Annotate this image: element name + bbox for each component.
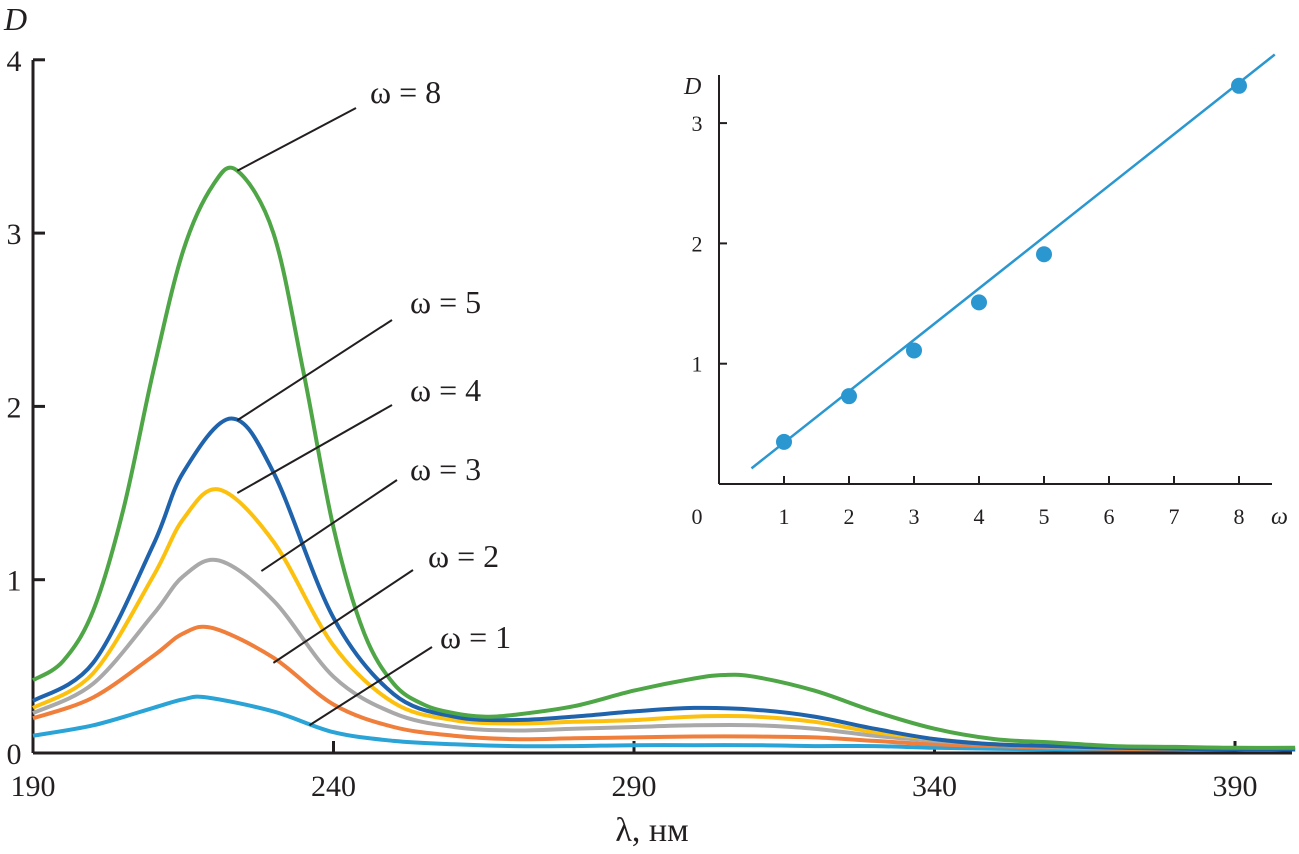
inset-x-tick-label: 1 bbox=[779, 504, 790, 529]
inset-data-point bbox=[1231, 77, 1247, 94]
annotation-label: ω = 5 bbox=[410, 284, 481, 320]
inset-y-tick-label: 3 bbox=[692, 111, 703, 136]
inset-axes bbox=[718, 75, 1272, 485]
main-y-tick-label: 4 bbox=[7, 45, 22, 78]
annotation-leader-line bbox=[236, 107, 357, 172]
inset-data-point bbox=[841, 388, 857, 405]
annotation-label: ω = 3 bbox=[410, 451, 481, 487]
inset-x-tick-label: 6 bbox=[1104, 504, 1115, 529]
inset-y-axis-title: D bbox=[683, 74, 701, 100]
main-x-tick-label: 240 bbox=[311, 770, 356, 803]
annotation-leader-line bbox=[236, 404, 393, 494]
series-line-omega-2 bbox=[32, 624, 1296, 752]
inset-x-tick-label: 4 bbox=[974, 504, 985, 529]
inset-points bbox=[776, 77, 1247, 450]
annotation-label: ω = 2 bbox=[428, 538, 499, 574]
main-x-tick-label: 190 bbox=[11, 770, 56, 803]
annotation-label: ω = 1 bbox=[440, 619, 511, 655]
main-x-tick-label: 290 bbox=[612, 770, 657, 803]
inset-fit bbox=[750, 53, 1276, 470]
main-y-tick-label: 3 bbox=[7, 218, 22, 251]
annotation-label: ω = 8 bbox=[370, 74, 441, 110]
inset-x-tick-label: 5 bbox=[1039, 504, 1050, 529]
annotation-leader-line bbox=[236, 319, 393, 422]
inset-data-point bbox=[906, 342, 922, 359]
main-y-tick-label: 1 bbox=[7, 565, 22, 598]
main-y-tick-label: 0 bbox=[7, 738, 22, 771]
inset-data-point bbox=[971, 294, 987, 311]
main-x-tick-label: 390 bbox=[1213, 770, 1258, 803]
annotation-leader-line bbox=[308, 646, 433, 727]
inset-x-tick-label: 7 bbox=[1169, 504, 1180, 529]
inset-data-point bbox=[1036, 246, 1052, 263]
series-line-omega-1 bbox=[32, 694, 1296, 752]
annotation-leader-line bbox=[272, 569, 414, 664]
main-x-tick-label: 340 bbox=[912, 770, 957, 803]
main-annotations: ω = 8 ω = 5 ω = 4 ω = 3 ω = 2 ω = 1 bbox=[236, 74, 511, 727]
main-curves bbox=[31, 165, 1296, 752]
main-x-axis-title: λ, нм bbox=[615, 812, 688, 849]
series-line-omega-6 bbox=[31, 165, 1296, 750]
inset-ticks: 1 2 3 4 5 6 7 8 1 2 3 bbox=[692, 111, 1245, 529]
inset-y-tick-label: 2 bbox=[692, 231, 703, 256]
annotation-label: ω = 4 bbox=[410, 372, 481, 408]
main-axes bbox=[31, 60, 1292, 755]
inset-origin-label: 0 bbox=[692, 504, 703, 529]
inset-x-tick-label: 3 bbox=[909, 504, 920, 529]
series-line-omega-5 bbox=[31, 416, 1296, 752]
series-line-omega-3 bbox=[32, 557, 1296, 752]
main-y-axis-title: D bbox=[3, 1, 27, 37]
inset-x-tick-label: 8 bbox=[1234, 504, 1245, 529]
inset-y-tick-label: 1 bbox=[692, 352, 703, 377]
inset-x-axis-title: ω bbox=[1271, 504, 1288, 530]
inset-fit-line bbox=[750, 53, 1276, 470]
main-y-tick-label: 2 bbox=[7, 391, 22, 424]
annotation-leader-line bbox=[260, 479, 398, 572]
inset-data-point bbox=[776, 433, 792, 450]
inset-x-tick-label: 2 bbox=[844, 504, 855, 529]
